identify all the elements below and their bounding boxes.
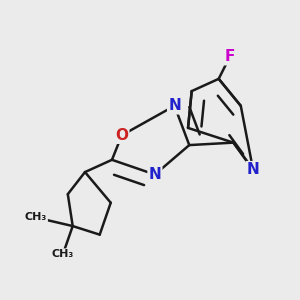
Text: CH₃: CH₃ xyxy=(52,249,74,259)
Text: O: O xyxy=(115,128,128,143)
Text: CH₃: CH₃ xyxy=(25,212,47,223)
Text: N: N xyxy=(168,98,181,113)
Text: F: F xyxy=(225,49,235,64)
Text: N: N xyxy=(148,167,161,182)
Text: N: N xyxy=(247,162,260,177)
